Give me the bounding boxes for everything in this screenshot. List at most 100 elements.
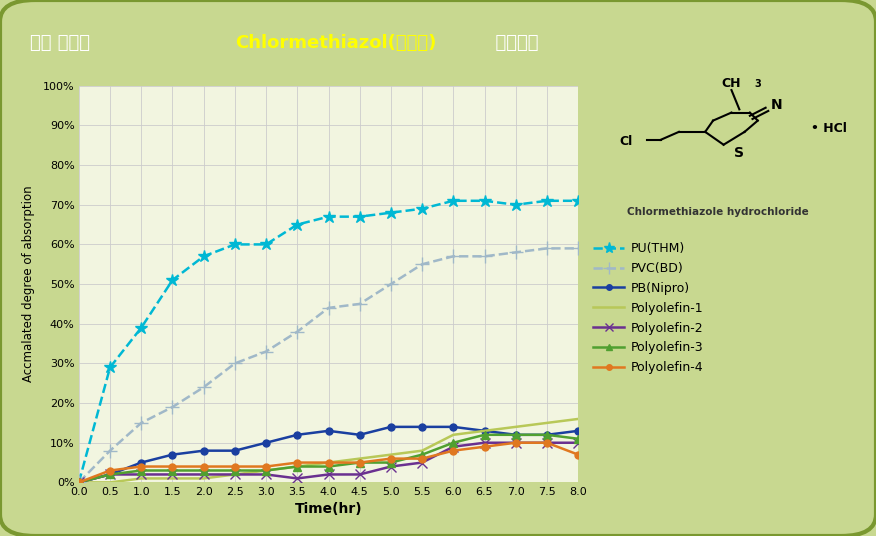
Polyolefin-1 (292, 463, 302, 470)
Polyolefin-2 (105, 471, 116, 478)
Line: PVC(BD): PVC(BD) (72, 241, 585, 489)
Polyolefin-3 (479, 431, 490, 438)
PVC(BD) (230, 360, 240, 367)
Polyolefin-3 (448, 440, 458, 446)
PU(THM) (355, 213, 365, 220)
Polyolefin-2 (74, 479, 84, 486)
Text: S: S (734, 146, 745, 160)
PB(Nipro) (323, 428, 334, 434)
Polyolefin-2 (541, 440, 552, 446)
Polyolefin-1 (385, 451, 396, 458)
PU(THM) (74, 479, 84, 486)
Text: Cl: Cl (619, 135, 633, 148)
Text: 흡착거동: 흡착거동 (483, 34, 539, 52)
Polyolefin-2 (261, 471, 272, 478)
Polyolefin-1 (479, 428, 490, 434)
Text: Chlormethiazol(진정제): Chlormethiazol(진정제) (235, 34, 436, 52)
Polyolefin-4 (105, 467, 116, 474)
Polyolefin-1 (541, 420, 552, 426)
PVC(BD) (74, 479, 84, 486)
PB(Nipro) (136, 459, 146, 466)
Polyolefin-3 (198, 467, 208, 474)
Polyolefin-2 (230, 471, 240, 478)
PB(Nipro) (167, 451, 178, 458)
Polyolefin-2 (292, 475, 302, 482)
Y-axis label: Accmalated degree of absorption: Accmalated degree of absorption (22, 186, 35, 382)
Text: 튜브 재질별: 튜브 재질별 (30, 34, 102, 52)
Polyolefin-3 (230, 467, 240, 474)
PVC(BD) (136, 420, 146, 426)
PVC(BD) (105, 448, 116, 454)
PU(THM) (167, 277, 178, 284)
Polyolefin-4 (385, 456, 396, 462)
PVC(BD) (573, 245, 583, 251)
Polyolefin-4 (198, 463, 208, 470)
PVC(BD) (479, 253, 490, 259)
PVC(BD) (541, 245, 552, 251)
PU(THM) (136, 324, 146, 331)
PVC(BD) (261, 348, 272, 355)
Polyolefin-4 (74, 479, 84, 486)
Text: CH: CH (722, 77, 741, 90)
Polyolefin-1 (167, 475, 178, 482)
PVC(BD) (385, 281, 396, 287)
PU(THM) (385, 210, 396, 216)
PU(THM) (448, 198, 458, 204)
Polyolefin-4 (167, 463, 178, 470)
Polyolefin-2 (198, 471, 208, 478)
Polyolefin-1 (261, 467, 272, 474)
Polyolefin-4 (261, 463, 272, 470)
PB(Nipro) (417, 423, 427, 430)
Polyolefin-2 (417, 459, 427, 466)
PU(THM) (105, 364, 116, 370)
PU(THM) (230, 241, 240, 248)
Polyolefin-4 (541, 440, 552, 446)
Text: • HCl: • HCl (811, 122, 846, 135)
Polyolefin-2 (385, 463, 396, 470)
Polyolefin-4 (573, 451, 583, 458)
Polyolefin-1 (573, 416, 583, 422)
Polyolefin-2 (167, 471, 178, 478)
Polyolefin-4 (323, 459, 334, 466)
Polyolefin-3 (261, 467, 272, 474)
Line: Polyolefin-2: Polyolefin-2 (74, 438, 583, 487)
Polyolefin-1 (230, 471, 240, 478)
PU(THM) (511, 202, 521, 208)
Polyolefin-2 (448, 443, 458, 450)
PVC(BD) (511, 249, 521, 256)
PB(Nipro) (573, 428, 583, 434)
PB(Nipro) (541, 431, 552, 438)
PU(THM) (573, 198, 583, 204)
Polyolefin-3 (323, 463, 334, 470)
PB(Nipro) (385, 423, 396, 430)
Polyolefin-4 (230, 463, 240, 470)
Polyolefin-4 (479, 443, 490, 450)
PB(Nipro) (355, 431, 365, 438)
Polyolefin-4 (511, 440, 521, 446)
Polyolefin-2 (511, 440, 521, 446)
Text: 3: 3 (754, 79, 761, 88)
Polyolefin-4 (417, 456, 427, 462)
Polyolefin-1 (74, 479, 84, 486)
Polyolefin-3 (541, 431, 552, 438)
X-axis label: Time(hr): Time(hr) (294, 502, 363, 516)
PU(THM) (323, 213, 334, 220)
Polyolefin-3 (105, 471, 116, 478)
Line: PU(THM): PU(THM) (73, 195, 584, 489)
Polyolefin-4 (292, 459, 302, 466)
Polyolefin-3 (573, 436, 583, 442)
Polyolefin-3 (167, 467, 178, 474)
Polyolefin-1 (323, 459, 334, 466)
PVC(BD) (448, 253, 458, 259)
Polyolefin-2 (355, 471, 365, 478)
Polyolefin-1 (355, 456, 365, 462)
PB(Nipro) (292, 431, 302, 438)
PVC(BD) (167, 404, 178, 410)
Polyolefin-2 (479, 440, 490, 446)
Line: Polyolefin-1: Polyolefin-1 (79, 419, 578, 482)
Polyolefin-1 (136, 475, 146, 482)
PU(THM) (541, 198, 552, 204)
Line: Polyolefin-3: Polyolefin-3 (74, 430, 583, 487)
PB(Nipro) (261, 440, 272, 446)
Polyolefin-4 (136, 463, 146, 470)
